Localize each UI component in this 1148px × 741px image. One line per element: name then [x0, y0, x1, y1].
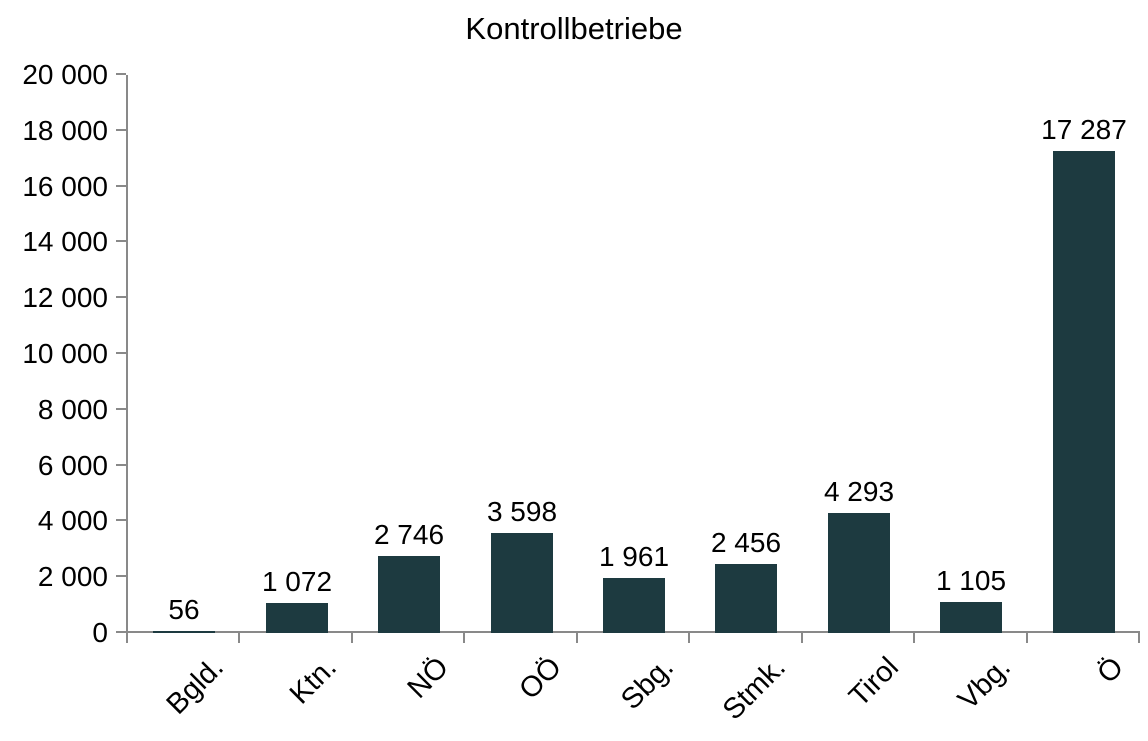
- x-axis-tick: [913, 633, 916, 643]
- x-tick-label: NÖ: [401, 651, 455, 705]
- y-axis-tick: [116, 184, 126, 187]
- bar-value-label: 1 072: [261, 566, 333, 597]
- y-axis-tick: [116, 575, 126, 578]
- bar-Sbg.: [603, 578, 665, 633]
- y-axis-tick: [116, 296, 126, 299]
- bar-Bgld.: [153, 631, 215, 633]
- bar-value-label: 1 105: [935, 565, 1007, 596]
- bar-Ö: [1053, 151, 1115, 633]
- bar-Vbg.: [940, 602, 1002, 633]
- x-axis-tick: [126, 633, 128, 643]
- bar-value-label: 56: [168, 594, 200, 625]
- y-axis-tick: [116, 463, 126, 466]
- y-tick-label: 2 000: [37, 561, 108, 593]
- y-axis-tick: [116, 240, 126, 243]
- x-axis-tick: [463, 633, 466, 643]
- bar-OÖ: [491, 533, 553, 633]
- y-axis-tick: [116, 352, 126, 354]
- x-axis-tick: [350, 633, 353, 643]
- x-tick-label: Sbg.: [615, 651, 680, 717]
- chart-title: Kontrollbetriebe: [465, 11, 683, 46]
- bar-Ktn.: [266, 603, 328, 633]
- y-axis-tick: [116, 519, 126, 522]
- x-tick-label: OÖ: [513, 651, 568, 706]
- y-tick-label: 8 000: [37, 393, 108, 425]
- x-tick-label: Vbg.: [952, 651, 1017, 717]
- bar-value-label: 4 293: [823, 476, 895, 507]
- y-axis-tick: [116, 73, 126, 75]
- x-axis-tick: [688, 633, 691, 643]
- x-axis-tick: [1138, 633, 1140, 643]
- bar-Stmk.: [715, 564, 777, 633]
- x-axis-tick: [238, 633, 241, 643]
- y-axis-tick: [116, 128, 126, 131]
- x-tick-label: Ktn.: [283, 651, 343, 711]
- y-axis-tick: [116, 631, 126, 633]
- bar-value-label: 1 961: [598, 541, 670, 572]
- bar-value-label: 17 287: [1041, 114, 1127, 145]
- bar-Tirol: [828, 513, 890, 633]
- y-tick-label: 20 000: [22, 59, 108, 90]
- y-tick-label: 6 000: [37, 449, 108, 481]
- y-tick-label: 0: [92, 617, 108, 648]
- y-tick-label: 18 000: [22, 114, 108, 146]
- y-tick-label: 16 000: [22, 170, 108, 202]
- y-axis-line: [126, 75, 128, 633]
- x-axis-tick: [800, 633, 803, 643]
- y-tick-label: 4 000: [37, 505, 108, 537]
- x-axis-tick: [575, 633, 578, 643]
- bar-value-label: 3 598: [486, 496, 558, 527]
- x-tick-label: Ö: [1091, 651, 1130, 690]
- bar-value-label: 2 456: [710, 527, 782, 558]
- x-tick-label: Bgld.: [160, 651, 230, 721]
- y-tick-label: 14 000: [22, 226, 108, 258]
- bar-value-label: 2 746: [373, 519, 445, 550]
- x-tick-label: Tirol: [843, 651, 905, 714]
- y-tick-label: 12 000: [22, 282, 108, 314]
- x-axis-tick: [1025, 633, 1028, 643]
- y-tick-label: 10 000: [22, 338, 108, 369]
- x-tick-label: Stmk.: [716, 651, 792, 727]
- bar-NÖ: [378, 556, 440, 633]
- y-axis-tick: [116, 407, 126, 410]
